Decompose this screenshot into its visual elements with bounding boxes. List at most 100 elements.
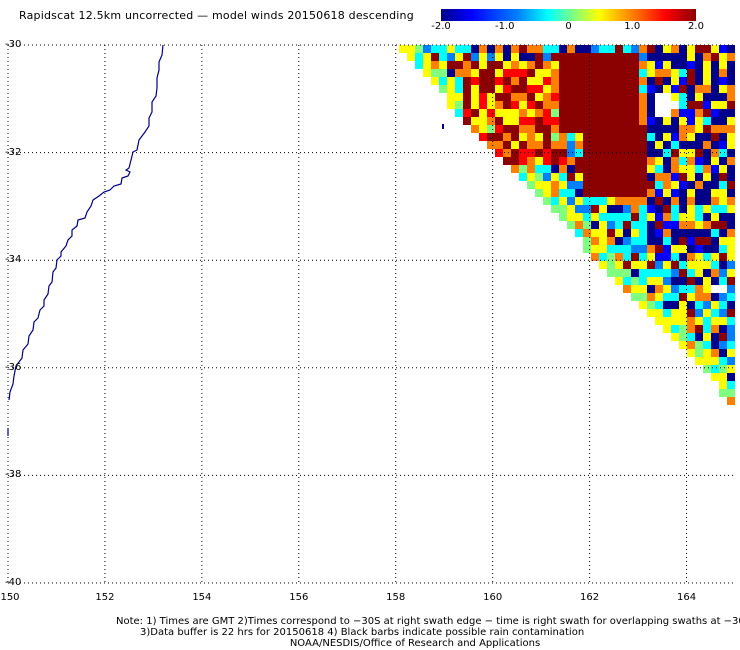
swath-cell xyxy=(559,77,567,85)
swath-cell xyxy=(423,61,431,69)
swath-cell xyxy=(599,69,607,77)
swath-cell xyxy=(719,365,727,373)
swath-cell xyxy=(647,245,655,253)
swath-cell xyxy=(639,165,647,173)
swath-cell xyxy=(607,229,615,237)
swath-cell xyxy=(527,173,535,181)
swath-cell xyxy=(679,45,687,53)
swath-cell xyxy=(679,317,687,325)
swath-cell xyxy=(415,45,423,53)
swath-cell xyxy=(623,197,631,205)
swath-cell xyxy=(727,165,735,173)
swath-cell xyxy=(631,245,639,253)
swath-cell xyxy=(639,157,647,165)
swath-cell xyxy=(495,61,503,69)
swath-cell xyxy=(727,221,735,229)
swath-cell xyxy=(639,45,647,53)
swath-cell xyxy=(711,157,719,165)
swath-cell xyxy=(407,45,415,53)
swath-cell xyxy=(575,197,583,205)
swath-cell xyxy=(599,197,607,205)
swath-cell xyxy=(719,229,727,237)
swath-cell xyxy=(623,285,631,293)
swath-cell xyxy=(727,357,735,365)
swath-cell xyxy=(671,45,679,53)
swath-cell xyxy=(615,93,623,101)
swath-cell xyxy=(711,117,719,125)
swath-cell xyxy=(519,53,527,61)
swath-cell xyxy=(719,45,727,53)
swath-cell xyxy=(679,229,687,237)
swath-cell xyxy=(615,133,623,141)
swath-cell xyxy=(671,325,679,333)
swath-cell xyxy=(607,269,615,277)
swath-cell xyxy=(535,85,543,93)
swath-cell xyxy=(567,149,575,157)
swath-cell xyxy=(711,253,719,261)
swath-cell xyxy=(631,213,639,221)
swath-cell xyxy=(519,69,527,77)
swath-cell xyxy=(527,133,535,141)
swath-cell xyxy=(615,189,623,197)
swath-cell xyxy=(711,109,719,117)
swath-cell xyxy=(495,53,503,61)
swath-cell xyxy=(471,61,479,69)
swath-cell xyxy=(711,85,719,93)
island xyxy=(442,124,444,129)
swath-cell xyxy=(471,101,479,109)
swath-cell xyxy=(727,341,735,349)
swath-cell xyxy=(487,69,495,77)
swath-cell xyxy=(551,61,559,69)
swath-cell xyxy=(559,181,567,189)
swath-cell xyxy=(711,61,719,69)
swath-cell xyxy=(567,69,575,77)
swath-cell xyxy=(623,181,631,189)
swath-cell xyxy=(703,189,711,197)
swath-cell xyxy=(695,165,703,173)
swath-cell xyxy=(703,325,711,333)
swath-cell xyxy=(671,165,679,173)
swath-cell xyxy=(567,141,575,149)
swath-cell xyxy=(711,197,719,205)
swath-cell xyxy=(711,301,719,309)
swath-cell xyxy=(711,173,719,181)
swath-cell xyxy=(631,277,639,285)
swath-cell xyxy=(575,221,583,229)
swath-cell xyxy=(479,101,487,109)
swath-cell xyxy=(679,93,687,101)
swath-cell xyxy=(631,181,639,189)
swath-cell xyxy=(583,149,591,157)
swath-cell xyxy=(703,317,711,325)
swath-cell xyxy=(599,261,607,269)
swath-cell xyxy=(647,69,655,77)
swath-cell xyxy=(687,333,695,341)
swath-cell xyxy=(671,245,679,253)
swath-cell xyxy=(655,133,663,141)
swath-cell xyxy=(575,181,583,189)
swath-cell xyxy=(567,189,575,197)
swath-cell xyxy=(711,53,719,61)
swath-cell xyxy=(551,117,559,125)
swath-cell xyxy=(535,173,543,181)
swath-cell xyxy=(591,165,599,173)
swath-cell xyxy=(719,381,727,389)
swath-cell xyxy=(655,117,663,125)
lon-label-150: 150 xyxy=(0,592,20,603)
swath-cell xyxy=(599,157,607,165)
swath-cell xyxy=(599,237,607,245)
swath-cell xyxy=(687,261,695,269)
swath-cell xyxy=(679,301,687,309)
swath-cell xyxy=(631,109,639,117)
swath-cell xyxy=(575,53,583,61)
swath-cell xyxy=(719,165,727,173)
swath-cell xyxy=(727,93,735,101)
swath-cell xyxy=(567,109,575,117)
swath-cell xyxy=(655,229,663,237)
swath-cell xyxy=(463,93,471,101)
swath-cell xyxy=(535,69,543,77)
swath-cell xyxy=(599,189,607,197)
swath-cell xyxy=(583,69,591,77)
swath-cell xyxy=(727,381,735,389)
swath-cell xyxy=(695,301,703,309)
swath-cell xyxy=(727,181,735,189)
